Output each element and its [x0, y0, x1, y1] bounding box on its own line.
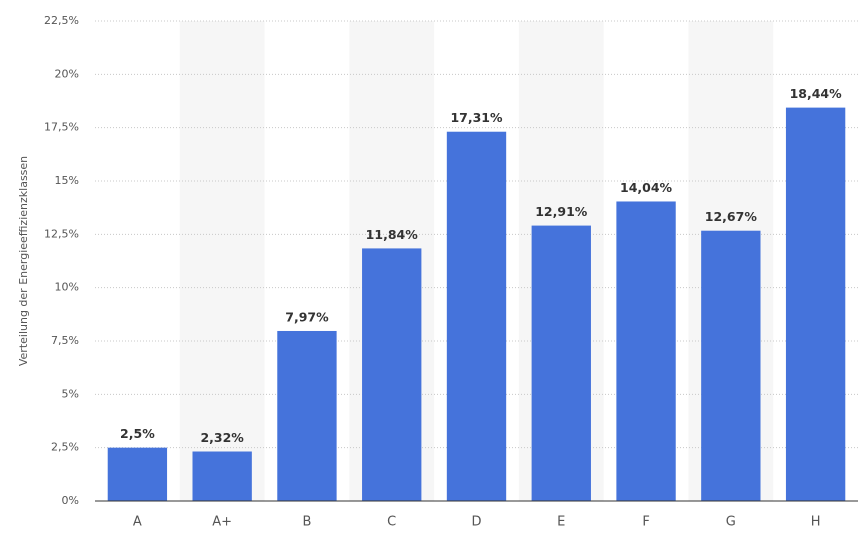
bar: [785, 107, 846, 501]
x-tick-label: D: [471, 515, 481, 530]
x-tick-label: A: [133, 515, 142, 530]
value-label: 11,84%: [366, 227, 419, 242]
value-label: 14,04%: [620, 180, 673, 195]
x-tick-label: C: [387, 515, 396, 530]
y-tick-label: 2,5%: [51, 441, 79, 454]
bar: [446, 131, 507, 501]
x-tick-label: H: [811, 515, 821, 530]
y-tick-label: 12,5%: [44, 227, 79, 240]
y-tick-label: 17,5%: [44, 121, 79, 134]
bar: [362, 248, 422, 501]
bar: [277, 330, 337, 501]
value-label: 2,32%: [200, 430, 244, 445]
bar: [701, 230, 761, 501]
value-label: 12,91%: [535, 204, 588, 219]
value-label: 17,31%: [450, 110, 503, 125]
y-tick-label: 5%: [62, 387, 79, 400]
y-tick-label: 20%: [55, 67, 79, 80]
x-tick-label: F: [642, 515, 649, 530]
y-tick-label: 7,5%: [51, 334, 79, 347]
y-tick-label: 0%: [62, 494, 79, 507]
bar: [192, 451, 252, 501]
y-axis-label: Verteilung der Energieeffizienzklassen: [17, 156, 30, 366]
x-tick-label: A+: [212, 515, 232, 530]
value-label: 18,44%: [790, 86, 843, 101]
bar: [616, 201, 676, 502]
value-label: 2,5%: [120, 426, 155, 441]
y-tick-label: 15%: [55, 174, 79, 187]
x-tick-label: E: [557, 515, 565, 530]
x-tick-label: G: [726, 515, 736, 530]
y-tick-label: 22,5%: [44, 14, 79, 27]
x-tick-label: B: [302, 515, 311, 530]
bar: [531, 225, 591, 501]
y-tick-label: 10%: [55, 281, 79, 294]
value-label: 12,67%: [705, 209, 758, 224]
bar: [107, 447, 168, 501]
value-label: 7,97%: [285, 309, 329, 324]
band-shade: [179, 21, 265, 501]
